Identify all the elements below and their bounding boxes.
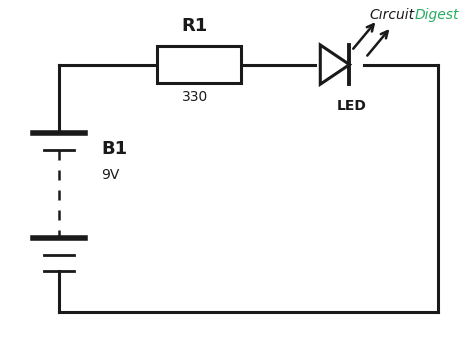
Text: 330: 330: [182, 90, 208, 104]
Polygon shape: [320, 45, 349, 84]
Text: Cırcuit: Cırcuit: [370, 8, 415, 22]
Text: LED: LED: [337, 99, 366, 113]
Text: 9V: 9V: [101, 168, 119, 181]
Text: R1: R1: [182, 17, 208, 35]
Bar: [157, 46, 241, 83]
Text: B1: B1: [101, 140, 127, 158]
Text: Digest: Digest: [415, 8, 459, 22]
